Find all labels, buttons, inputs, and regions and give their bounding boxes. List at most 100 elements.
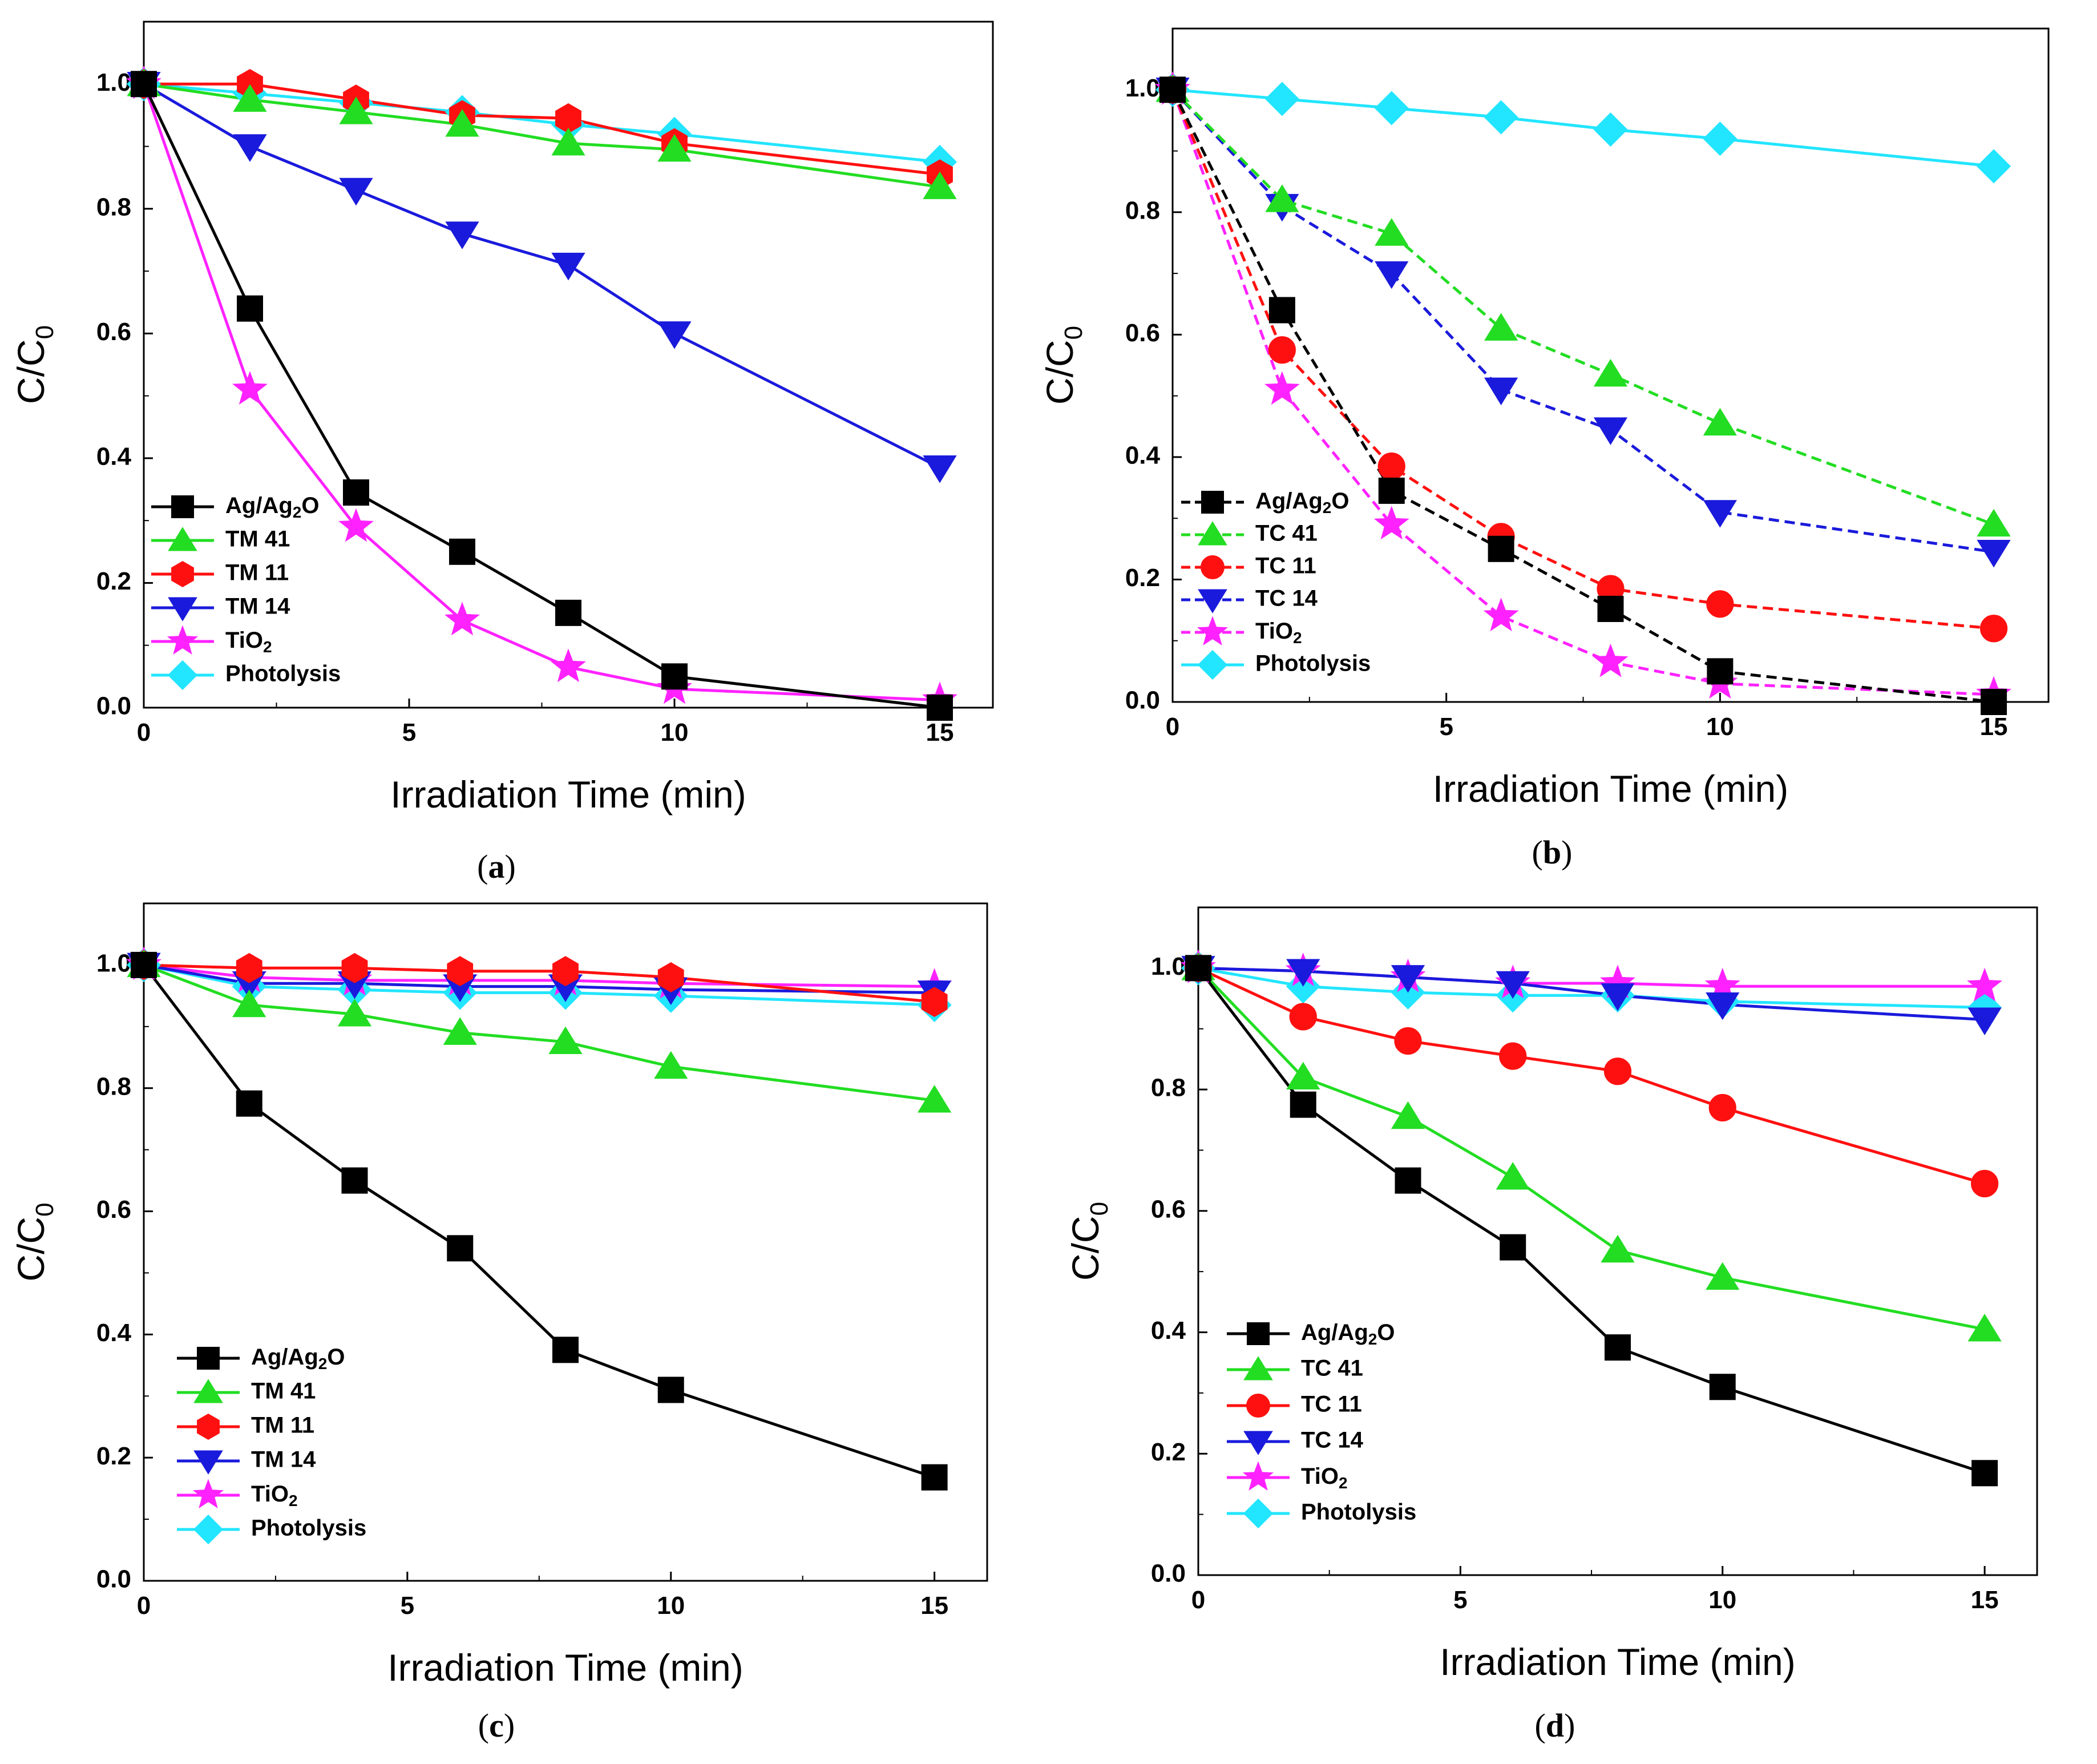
data-point <box>1484 377 1518 406</box>
y-tick-label: 0.6 <box>1151 1195 1186 1223</box>
y-tick-label: 0.2 <box>96 567 131 595</box>
plot-frame <box>143 902 988 1582</box>
data-point <box>1375 261 1409 289</box>
legend-marker <box>197 1413 220 1440</box>
x-tick-label: 10 <box>1708 1586 1736 1614</box>
legend-marker <box>193 1514 224 1545</box>
panel-caption-d: (d) <box>1534 1707 1575 1744</box>
data-point <box>657 962 684 992</box>
data-point <box>923 455 957 483</box>
data-point <box>1593 358 1628 387</box>
data-point <box>1706 992 1740 1020</box>
legend-label: TC 14 <box>1301 1428 1364 1453</box>
x-axis-label: Irradiation Time (min) <box>1440 1641 1796 1683</box>
data-point <box>1395 1167 1421 1194</box>
data-point <box>1496 971 1530 999</box>
data-point <box>1484 313 1518 341</box>
data-point <box>1597 595 1624 622</box>
data-point <box>1977 149 2011 184</box>
legend-marker <box>193 1379 223 1403</box>
legend-label: Photolysis <box>1255 651 1371 676</box>
data-point <box>1391 965 1425 993</box>
y-tick-label: 0.0 <box>1125 687 1160 715</box>
data-point <box>918 1085 952 1113</box>
legend-marker <box>1247 1322 1270 1345</box>
data-point <box>1971 1169 1999 1198</box>
y-tick-label: 0.0 <box>96 692 131 720</box>
series-line-tm-14 <box>143 83 941 469</box>
data-point <box>1605 1334 1631 1361</box>
x-tick-label: 15 <box>1971 1586 1999 1614</box>
legend-marker <box>168 527 197 551</box>
data-point <box>1374 91 1409 126</box>
x-tick-label: 15 <box>926 718 954 746</box>
y-axis-label: C/C0 <box>10 1202 59 1281</box>
data-point <box>1601 1234 1635 1263</box>
data-point <box>233 134 267 162</box>
data-point <box>654 1051 688 1079</box>
data-point <box>337 999 372 1027</box>
data-point <box>343 479 369 506</box>
data-point <box>1979 615 2008 643</box>
y-tick-label: 0.8 <box>1151 1074 1186 1102</box>
legend-marker <box>1197 616 1229 646</box>
x-tick-label: 10 <box>661 718 689 746</box>
data-point <box>1377 452 1405 481</box>
legend-label: TM 11 <box>251 1413 314 1438</box>
data-point <box>1499 1042 1527 1070</box>
legend-label: TiO2 <box>1301 1464 1348 1492</box>
y-tick-label: 0.6 <box>96 318 131 346</box>
x-tick-label: 15 <box>920 1592 948 1620</box>
legend-marker <box>1243 1356 1273 1380</box>
x-tick-label: 15 <box>1980 713 2008 741</box>
x-axis-label: Irradiation Time (min) <box>387 1646 744 1689</box>
data-point <box>1703 500 1737 528</box>
legend-label: TC 11 <box>1255 554 1316 579</box>
chart-panel-a: 0 5 10 15 0.0 0.2 0.4 0.6 0.8 1.0 Irradiation Time… <box>10 21 994 816</box>
plot-frame <box>143 21 994 709</box>
data-point <box>1593 417 1628 445</box>
x-tick-label: 0 <box>137 1592 151 1620</box>
legend-label: TiO2 <box>251 1482 298 1510</box>
y-axis-label: C/C0 <box>1064 1202 1113 1281</box>
y-tick-label: 0.6 <box>96 1196 131 1224</box>
y-tick-label: 0.2 <box>96 1442 131 1470</box>
legend-marker <box>197 1347 220 1370</box>
legend-label: TC 41 <box>1301 1356 1363 1381</box>
data-point <box>338 508 374 542</box>
legend-label: TiO2 <box>225 628 272 656</box>
data-point <box>657 1377 684 1403</box>
chart-panel-c: 0 5 10 15 0.0 0.2 0.4 0.6 0.8 1.0 Irradiation Time… <box>10 902 988 1689</box>
legend-marker <box>192 1479 224 1509</box>
data-point <box>1707 658 1734 685</box>
data-point <box>1286 959 1320 987</box>
data-point <box>1977 508 2011 537</box>
y-tick-label: 0.4 <box>96 443 132 471</box>
data-point <box>1290 1091 1316 1118</box>
data-point <box>445 221 479 249</box>
data-point <box>1603 1057 1632 1085</box>
legend-label: TM 41 <box>225 527 290 552</box>
data-point <box>1286 1061 1320 1090</box>
data-point <box>1977 539 2011 568</box>
series-line-tc-11 <box>1171 89 1994 630</box>
data-point <box>1703 407 1737 436</box>
data-point <box>1601 983 1635 1011</box>
y-tick-label: 1.0 <box>1151 952 1186 980</box>
x-tick-label: 0 <box>1166 713 1179 741</box>
series-line-tm-11 <box>144 82 940 176</box>
data-point <box>1394 1027 1422 1055</box>
data-point <box>1373 506 1409 540</box>
data-point <box>1391 1101 1425 1129</box>
legend-marker <box>1201 555 1225 579</box>
data-point <box>555 599 581 626</box>
legend-marker <box>1243 1431 1273 1455</box>
data-point <box>1378 477 1405 504</box>
x-tick-label: 0 <box>1191 1586 1205 1614</box>
data-point <box>1264 371 1300 405</box>
legend-label: Ag/Ag2O <box>251 1345 345 1373</box>
x-axis-label: Irradiation Time (min) <box>1433 768 1789 810</box>
data-point <box>548 1026 583 1055</box>
data-point <box>1375 218 1409 246</box>
